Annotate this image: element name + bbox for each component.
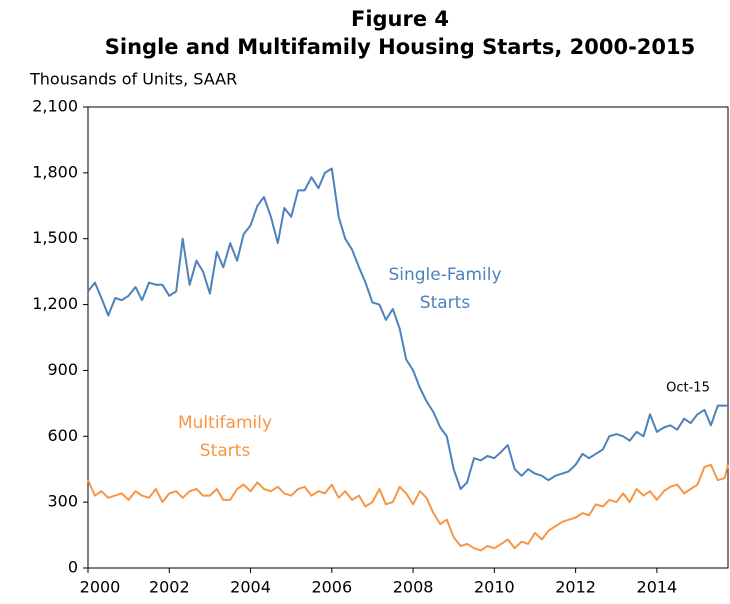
y-tick-label: 1,800	[32, 162, 78, 181]
y-tick-label: 1,500	[32, 228, 78, 247]
series-line	[87, 167, 728, 490]
y-tick-label: 1,200	[32, 294, 78, 313]
x-tick-label: 2006	[311, 578, 352, 597]
y-tick-label: 300	[47, 492, 78, 511]
y-tick-label: 2,100	[32, 97, 78, 116]
x-tick-label: 2012	[555, 578, 596, 597]
annotation: Starts	[200, 441, 251, 461]
y-axis-label: Thousands of Units, SAAR	[29, 70, 237, 89]
x-tick-label: 2002	[149, 578, 190, 597]
annotation: Multifamily	[178, 413, 272, 433]
y-tick-label: 0	[68, 558, 78, 577]
x-tick-label: 2000	[80, 578, 121, 597]
y-tick-label: 900	[47, 360, 78, 379]
annotation: Oct-15	[666, 381, 710, 396]
x-tick-label: 2008	[393, 578, 434, 597]
chart-subtitle: Single and Multifamily Housing Starts, 2…	[105, 35, 695, 59]
y-tick-label: 600	[47, 426, 78, 445]
chart-title: Figure 4	[351, 7, 449, 31]
series-line	[87, 463, 729, 552]
x-tick-label: 2010	[474, 578, 515, 597]
x-tick-label: 2004	[230, 578, 271, 597]
annotation: Single-Family	[388, 265, 501, 285]
plot-frame	[87, 106, 729, 569]
x-tick-label: 2014	[637, 578, 678, 597]
annotation: Starts	[420, 293, 471, 313]
